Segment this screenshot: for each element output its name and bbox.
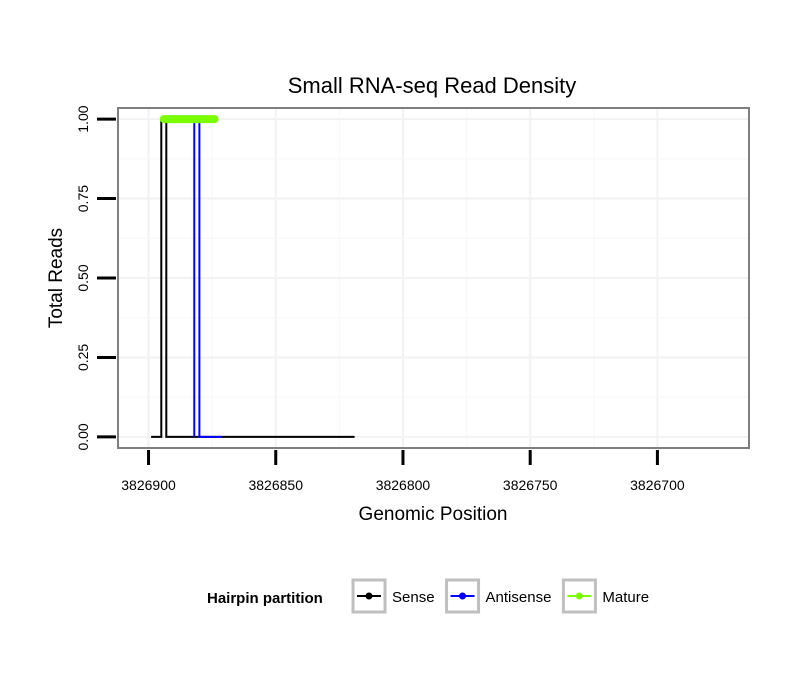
- series-layer: [151, 115, 355, 438]
- y-tick-label: 0.50: [75, 264, 91, 291]
- y-tick-label: 0.75: [75, 185, 91, 212]
- legend-item-sense: Sense: [351, 578, 435, 614]
- x-axis-title: Genomic Position: [359, 504, 508, 525]
- grid-layer: [118, 108, 749, 448]
- x-tick-label: 3826800: [376, 477, 431, 493]
- y-tick-label: 0.25: [75, 344, 91, 371]
- y-tick-label: 1.00: [75, 105, 91, 132]
- legend: Hairpin partition Sense Antisense Mature: [207, 578, 649, 614]
- antisense-series-line: [193, 118, 223, 438]
- legend-label-antisense: Antisense: [486, 589, 552, 606]
- y-axis-title: Total Reads: [46, 228, 67, 328]
- legend-key-point: [575, 592, 583, 600]
- plot-border: [117, 107, 750, 449]
- chart-title: Small RNA-seq Read Density: [288, 73, 577, 98]
- x-tick-label: 3826900: [121, 477, 176, 493]
- legend-key-point: [459, 592, 467, 600]
- x-tick-label: 3826750: [503, 477, 558, 493]
- legend-item-antisense: Antisense: [445, 578, 552, 614]
- legend-key-point: [365, 592, 373, 600]
- legend-label-mature: Mature: [602, 589, 649, 606]
- sense-series-line: [151, 118, 355, 438]
- y-tick-label: 0.00: [75, 423, 91, 450]
- x-axis: 3826900 3826850 3826800 3826750 3826700: [121, 450, 685, 493]
- y-axis: 0.00 0.25 0.50 0.75 1.00: [75, 105, 116, 451]
- x-tick-label: 3826850: [248, 477, 303, 493]
- x-tick-label: 3826700: [630, 477, 685, 493]
- legend-item-mature: Mature: [561, 578, 649, 614]
- legend-label-sense: Sense: [392, 589, 435, 606]
- legend-title: Hairpin partition: [207, 590, 323, 607]
